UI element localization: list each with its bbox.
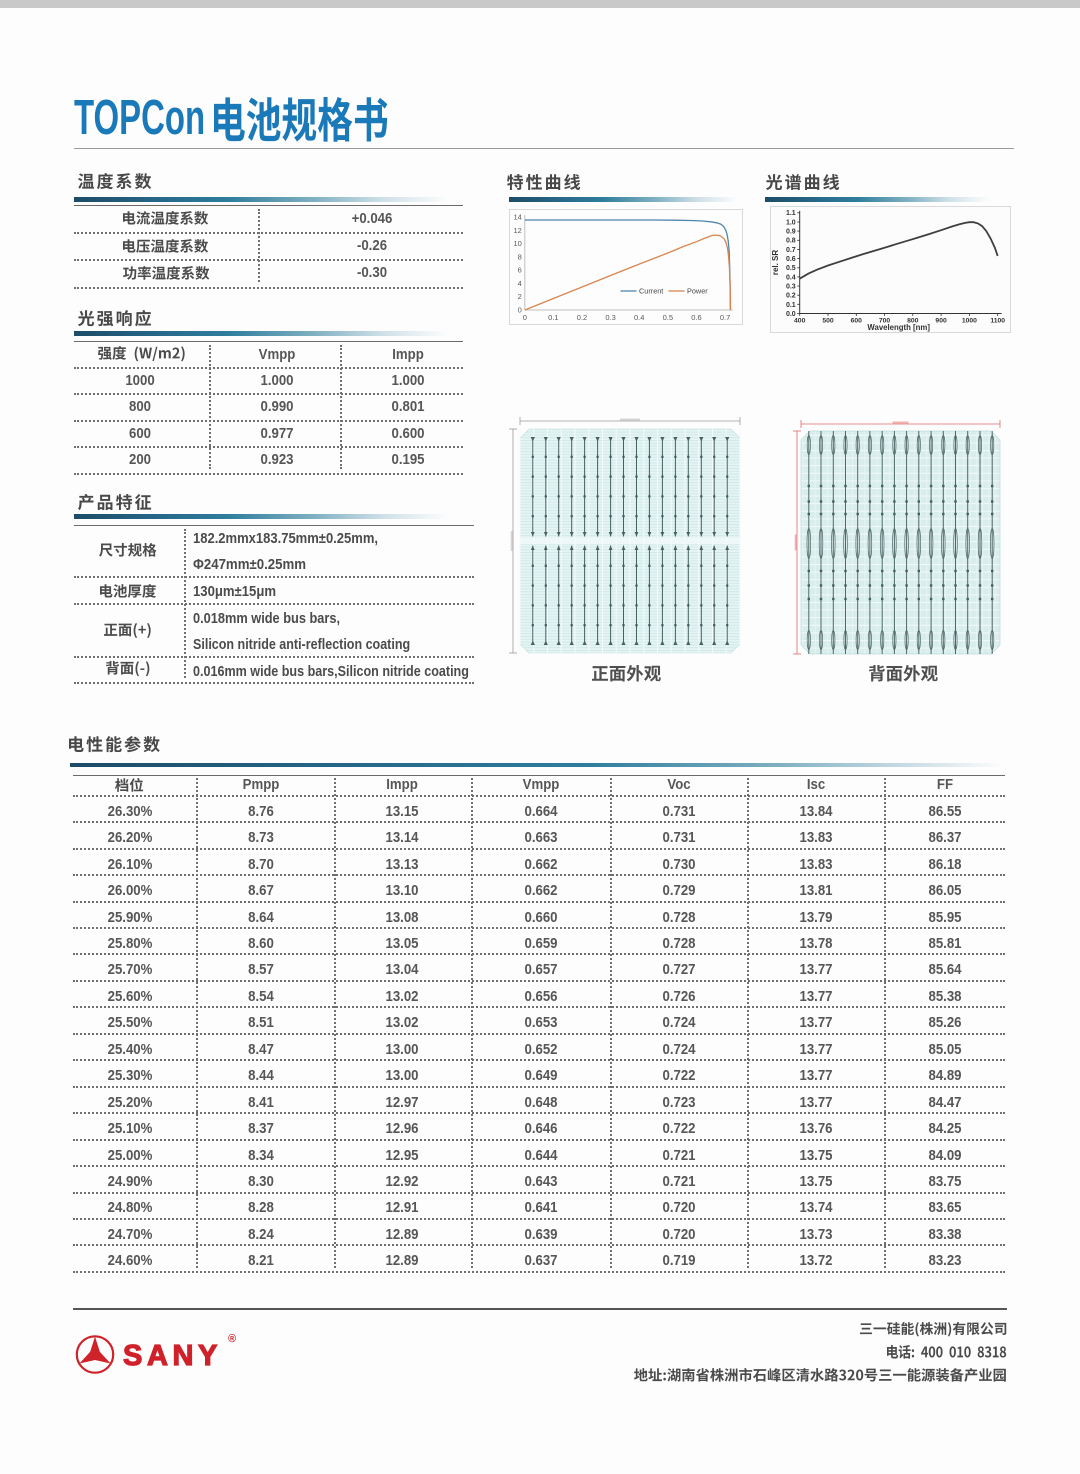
- svg-text:1000: 1000: [961, 317, 976, 324]
- svg-text:1100: 1100: [990, 317, 1005, 324]
- svg-text:0.6: 0.6: [785, 256, 795, 263]
- svg-text:0.5: 0.5: [662, 313, 672, 322]
- svg-text:0: 0: [522, 313, 526, 322]
- svg-text:0.3: 0.3: [785, 283, 795, 290]
- svg-text:0.2: 0.2: [576, 313, 586, 322]
- svg-text:12: 12: [513, 225, 521, 234]
- svg-text:rel. SR: rel. SR: [771, 249, 780, 275]
- svg-text:700: 700: [878, 317, 890, 324]
- svg-text:Current: Current: [639, 286, 663, 295]
- svg-text:900: 900: [935, 317, 947, 324]
- svg-text:Power: Power: [687, 286, 708, 295]
- svg-text:2: 2: [517, 292, 521, 301]
- svg-text:0.3: 0.3: [605, 313, 615, 322]
- svg-text:0.5: 0.5: [785, 265, 795, 272]
- svg-text:1.1: 1.1: [785, 210, 795, 217]
- svg-text:0: 0: [517, 305, 521, 314]
- svg-text:0.7: 0.7: [785, 246, 795, 253]
- svg-text:500: 500: [822, 317, 834, 324]
- svg-text:0.6: 0.6: [691, 313, 701, 322]
- svg-text:0.8: 0.8: [785, 237, 795, 244]
- svg-text:4: 4: [517, 278, 521, 287]
- svg-text:0.1: 0.1: [785, 301, 795, 308]
- svg-text:8: 8: [517, 252, 521, 261]
- svg-text:0.2: 0.2: [785, 292, 795, 299]
- svg-text:0.1: 0.1: [548, 313, 558, 322]
- svg-text:10: 10: [513, 239, 521, 248]
- svg-text:6: 6: [517, 265, 521, 274]
- svg-text:0.0: 0.0: [785, 310, 795, 317]
- svg-text:400: 400: [794, 317, 806, 324]
- svg-text:600: 600: [850, 317, 862, 324]
- svg-text:0.9: 0.9: [785, 228, 795, 235]
- svg-text:0.7: 0.7: [719, 313, 729, 322]
- svg-text:0.4: 0.4: [785, 274, 795, 281]
- svg-text:Wavelength [nm]: Wavelength [nm]: [867, 322, 930, 331]
- svg-text:1.0: 1.0: [785, 219, 795, 226]
- svg-text:14: 14: [513, 212, 521, 221]
- svg-text:0.4: 0.4: [633, 313, 643, 322]
- svg-text:800: 800: [907, 317, 919, 324]
